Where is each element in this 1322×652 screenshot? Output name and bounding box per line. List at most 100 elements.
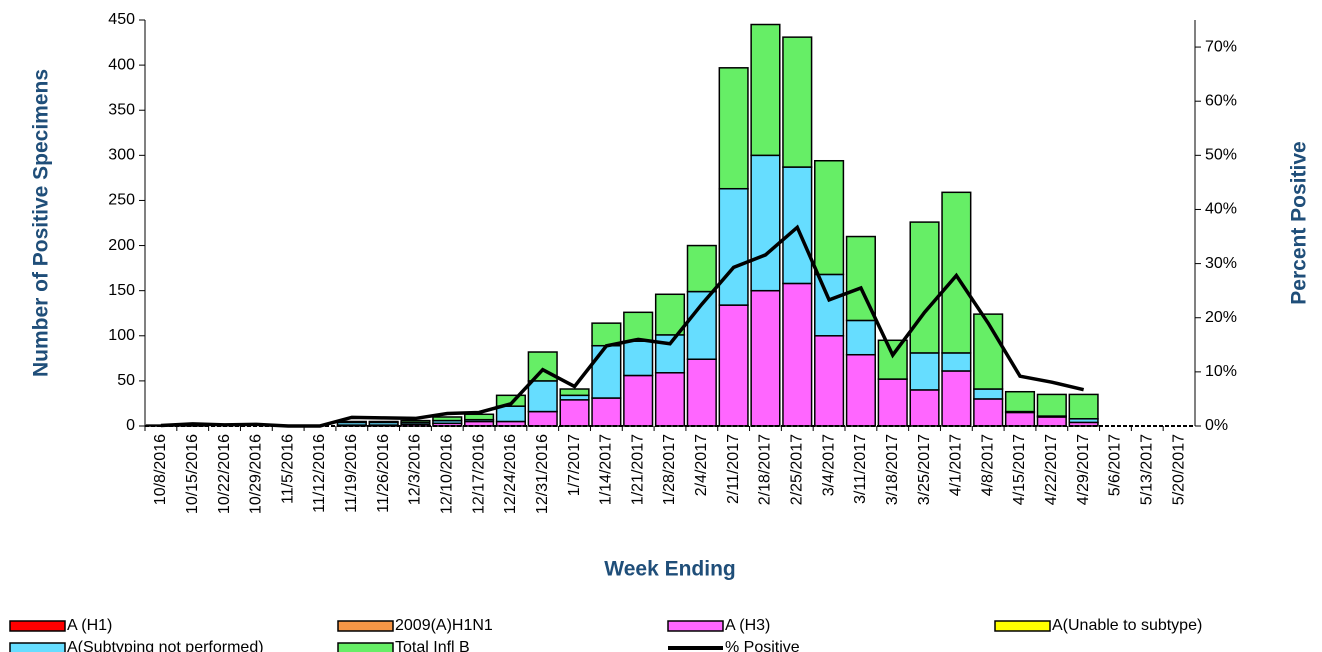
bar-segment xyxy=(909,221,940,354)
legend-label: 2009(A)H1N1 xyxy=(395,617,493,634)
bar-segment xyxy=(559,388,590,397)
y-tick-label: 350 xyxy=(108,101,135,118)
y-axis-title: Number of Positive Specimens xyxy=(30,69,53,377)
x-tick-label: 4/8/2017 xyxy=(979,434,996,496)
legend-swatch xyxy=(337,620,394,632)
x-tick-label: 11/26/2016 xyxy=(375,434,392,513)
x-tick-label: 2/25/2017 xyxy=(788,434,805,505)
bar-segment xyxy=(941,191,972,354)
y2-tick-label: 0% xyxy=(1205,417,1228,434)
bar-segment xyxy=(750,154,781,292)
bar-segment xyxy=(527,410,558,427)
bar-segment xyxy=(877,339,908,380)
bar-segment xyxy=(750,23,781,157)
bar-segment xyxy=(623,340,654,377)
x-tick-label: 5/20/2017 xyxy=(1170,434,1187,505)
x-tick-label: 4/15/2017 xyxy=(1011,434,1028,505)
y2-axis-title: Percent Positive xyxy=(1288,141,1311,304)
x-tick-label: 4/1/2017 xyxy=(948,434,965,496)
x-axis-title: Week Ending xyxy=(604,558,735,581)
bar-segment xyxy=(718,304,749,427)
bar-segment xyxy=(941,352,972,372)
y2-tick-label: 50% xyxy=(1205,147,1237,164)
y2-tick-label: 10% xyxy=(1205,363,1237,380)
bar-segment xyxy=(909,352,940,391)
bar-segment xyxy=(654,334,686,374)
bar-segment xyxy=(591,397,622,427)
x-tick-label: 4/22/2017 xyxy=(1043,434,1060,505)
y-tick-label: 300 xyxy=(108,147,135,164)
legend-label: % Positive xyxy=(725,639,800,652)
legend-label: Total Infl B xyxy=(395,639,470,652)
x-tick-label: 11/19/2016 xyxy=(343,434,360,513)
x-tick-label: 10/15/2016 xyxy=(184,434,201,514)
x-tick-label: 12/31/2016 xyxy=(534,434,551,514)
bar-segment xyxy=(654,372,686,427)
legend-label: A (H1) xyxy=(67,617,112,634)
legend-label: A(Unable to subtype) xyxy=(1052,617,1202,634)
y-tick-label: 150 xyxy=(108,282,135,299)
x-tick-label: 3/25/2017 xyxy=(916,434,933,505)
bar-segment xyxy=(623,374,654,427)
y2-tick-label: 30% xyxy=(1205,255,1237,272)
x-tick-label: 10/22/2016 xyxy=(216,434,233,514)
y2-tick-label: 40% xyxy=(1205,201,1237,218)
y2-tick-label: 20% xyxy=(1205,309,1237,326)
bar-segment xyxy=(973,313,1004,390)
y-tick-label: 100 xyxy=(108,327,135,344)
bar-segment xyxy=(750,289,781,427)
x-tick-label: 2/4/2017 xyxy=(693,434,710,496)
y-tick-label: 200 xyxy=(108,237,135,254)
y-tick-label: 50 xyxy=(117,372,135,389)
x-tick-label: 3/18/2017 xyxy=(884,434,901,505)
bar-segment xyxy=(1068,393,1099,420)
x-tick-label: 11/12/2016 xyxy=(311,434,328,513)
bar-segment xyxy=(1004,390,1036,413)
bar-segment xyxy=(686,358,717,427)
bar-segment xyxy=(814,273,845,337)
x-tick-label: 1/28/2017 xyxy=(661,434,678,505)
bar-segment xyxy=(973,388,1004,400)
legend-swatch xyxy=(337,642,394,652)
bar-segment xyxy=(909,389,940,427)
bar-segment xyxy=(814,335,845,427)
bar-segment xyxy=(686,244,717,293)
legend-label: A(Subtyping not performed) xyxy=(67,639,264,652)
bar-segment xyxy=(845,353,876,427)
x-tick-label: 1/7/2017 xyxy=(566,434,583,496)
bar-segment xyxy=(718,187,749,306)
bar-segment xyxy=(845,319,876,356)
line-series xyxy=(160,224,1085,428)
bar-segment xyxy=(368,420,399,424)
bar-segment xyxy=(464,413,495,421)
x-tick-label: 1/21/2017 xyxy=(629,434,646,505)
y-tick-label: 450 xyxy=(108,11,135,28)
bar-segment xyxy=(591,344,622,399)
bar-segment xyxy=(877,378,908,427)
legend-swatch xyxy=(9,642,66,652)
y-tick-label: 250 xyxy=(108,192,135,209)
legend-swatch xyxy=(9,620,66,632)
bar-segment xyxy=(973,398,1004,427)
x-tick-label: 12/24/2016 xyxy=(502,434,519,514)
x-tick-label: 5/6/2017 xyxy=(1107,434,1124,496)
x-tick-label: 2/18/2017 xyxy=(757,434,774,505)
x-tick-label: 11/5/2016 xyxy=(279,434,296,504)
bar-segment xyxy=(400,419,431,424)
x-tick-label: 5/13/2017 xyxy=(1138,434,1155,505)
x-tick-label: 4/29/2017 xyxy=(1075,434,1092,505)
x-tick-label: 12/10/2016 xyxy=(438,434,455,514)
bar-segment xyxy=(1036,393,1067,417)
bar-segment xyxy=(495,394,526,407)
y-tick-label: 0 xyxy=(126,417,135,434)
x-tick-label: 2/11/2017 xyxy=(725,434,742,504)
bar-segment xyxy=(782,36,813,168)
x-tick-label: 10/8/2016 xyxy=(152,434,169,505)
legend-swatch xyxy=(994,620,1051,632)
x-tick-label: 12/17/2016 xyxy=(470,434,487,514)
bar-segment xyxy=(782,282,813,427)
y2-tick-label: 70% xyxy=(1205,38,1237,55)
x-tick-label: 1/14/2017 xyxy=(598,434,615,505)
x-tick-label: 10/29/2016 xyxy=(248,434,265,514)
